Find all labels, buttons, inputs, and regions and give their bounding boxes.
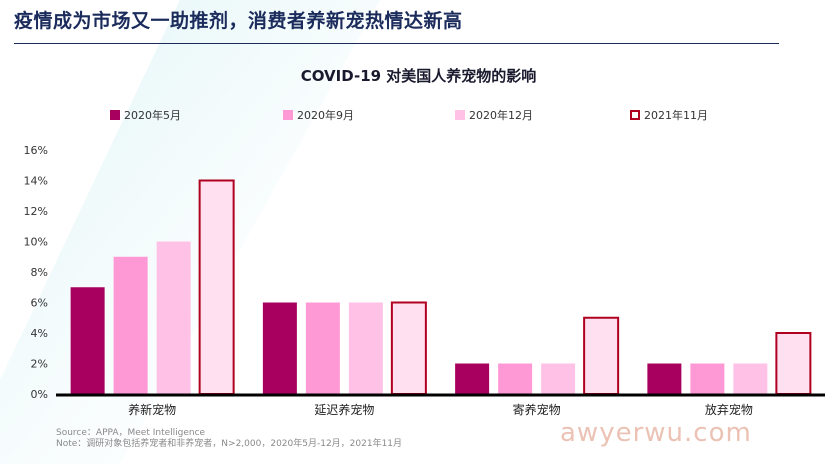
bar: [390, 301, 427, 395]
legend-label: 2020年9月: [297, 109, 354, 122]
bar: [113, 256, 148, 394]
legend-swatch: [110, 110, 120, 120]
y-tick-label: 8%: [31, 266, 48, 279]
bar: [70, 287, 105, 394]
y-tick-label: 4%: [31, 327, 48, 340]
y-tick-label: 0%: [31, 388, 48, 401]
note-line: Note：调研对象包括养宠者和非养宠者，N>2,000，2020年5月-12月，…: [56, 439, 403, 449]
x-tick-label: 寄养宠物: [513, 402, 561, 417]
bar: [498, 363, 533, 394]
y-tick-label: 2%: [31, 358, 48, 371]
bar: [647, 363, 682, 394]
source-note: Source：APPA，Meet Intelligence Note：调研对象包…: [56, 428, 402, 450]
y-tick-label: 12%: [24, 205, 48, 218]
legend-label: 2020年5月: [124, 109, 181, 122]
bar: [455, 363, 490, 394]
legend-label: 2020年12月: [469, 109, 533, 122]
legend-label: 2021年11月: [644, 109, 708, 122]
bar: [733, 363, 768, 394]
headline-divider: [14, 43, 779, 44]
legend-item-2020-05: 2020年5月: [110, 108, 181, 122]
watermark: awyerwu.com: [560, 418, 752, 448]
bar: [262, 302, 297, 394]
bar: [775, 332, 812, 395]
bar: [156, 241, 191, 394]
legend-item-2020-09: 2020年9月: [283, 108, 354, 122]
y-tick-label: 10%: [24, 236, 48, 249]
chart-title: COVID-19 对美国人养宠物的影响: [300, 67, 537, 85]
x-tick-label: 养新宠物: [128, 402, 176, 417]
y-tick-label: 6%: [31, 297, 48, 310]
legend-swatch: [630, 110, 640, 120]
x-tick-label: 延迟养宠物: [314, 402, 374, 417]
bar: [348, 302, 383, 394]
bar: [690, 363, 725, 394]
bar: [305, 302, 340, 394]
bar: [198, 179, 235, 395]
x-tick-label: 放弃宠物: [705, 402, 753, 417]
legend-item-2021-11: 2021年11月: [630, 108, 708, 122]
legend-item-2020-12: 2020年12月: [455, 108, 533, 122]
source-line: Source：APPA，Meet Intelligence: [56, 428, 206, 438]
legend-swatch: [455, 110, 465, 120]
page-headline: 疫情成为市场又一助推剂，消费者养新宠热情达新高: [14, 10, 463, 32]
legend-swatch: [283, 110, 293, 120]
y-tick-label: 16%: [24, 144, 48, 157]
bar: [583, 316, 620, 395]
bar: [541, 363, 576, 394]
y-tick-label: 14%: [24, 175, 48, 188]
